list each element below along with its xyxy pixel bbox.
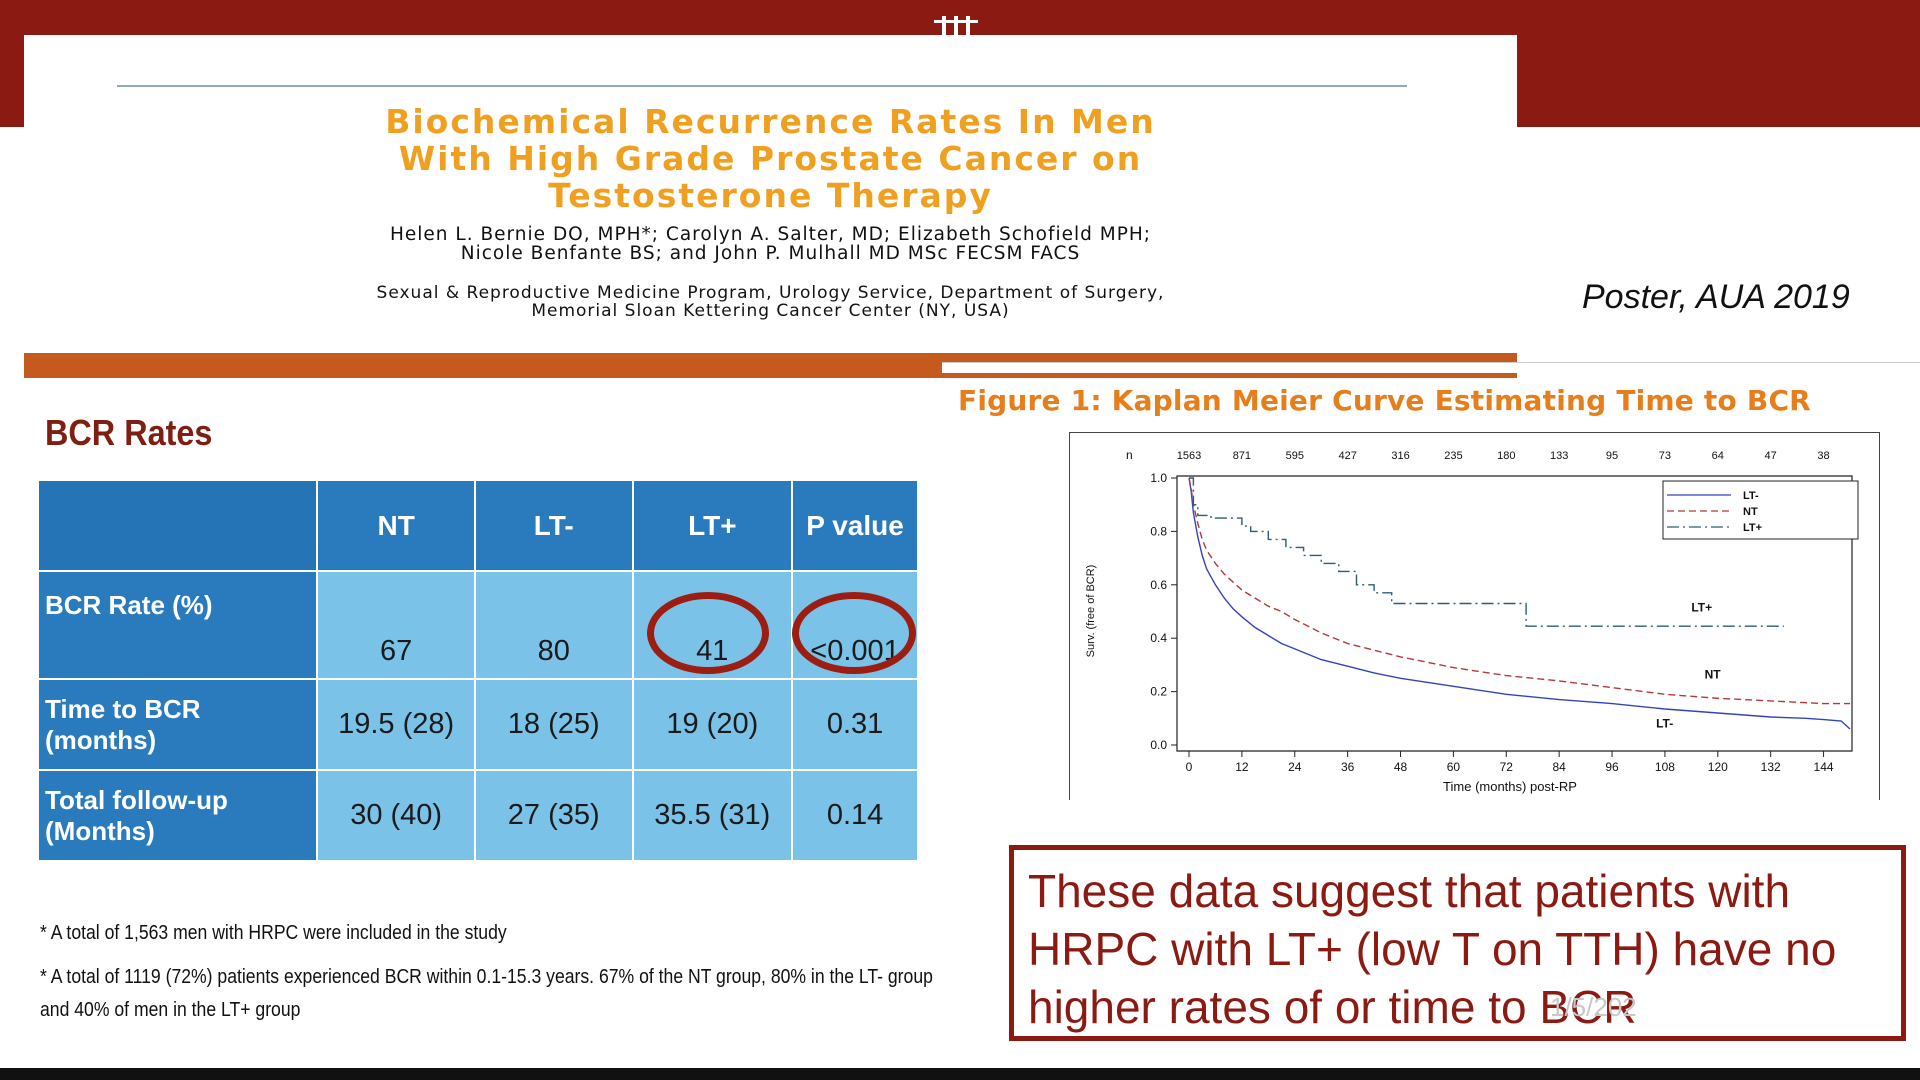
table-cell: 19.5 (28) (316, 678, 476, 771)
y-axis-label: Surv. (free of BCR) (1085, 565, 1097, 658)
x-tick-label: 72 (1500, 760, 1514, 774)
x-tick-label: 144 (1814, 760, 1834, 774)
n-at-risk-value: 180 (1497, 450, 1515, 462)
n-at-risk-value: 133 (1550, 450, 1568, 462)
highlight-circle-p-value (792, 592, 916, 674)
y-tick-label: 0.0 (1150, 738, 1167, 752)
poster-title-line: Testosterone Therapy (548, 176, 993, 215)
y-tick-label: 1.0 (1150, 471, 1167, 485)
legend-label: NT (1743, 506, 1758, 518)
table-cell: 30 (40) (316, 769, 476, 862)
x-tick-label: 120 (1708, 760, 1728, 774)
kaplan-meier-plot: n Surv. (free of BCR) Time (months) post… (1085, 448, 1859, 794)
series-annotation: LT- (1656, 717, 1673, 731)
poster-header: Biochemical Recurrence Rates In Men With… (24, 35, 1517, 353)
n-at-risk-value: 1563 (1177, 450, 1201, 462)
n-at-risk-value: 316 (1391, 450, 1409, 462)
n-at-risk-value: 73 (1659, 450, 1671, 462)
poster-affiliation: Sexual & Reproductive Medicine Program, … (24, 284, 1517, 320)
n-at-risk-value: 47 (1765, 450, 1777, 462)
table-row: Total follow-up (Months) 30 (40) 27 (35)… (36, 769, 919, 862)
x-tick-label: 84 (1552, 760, 1566, 774)
conclusion-line: HRPC with LT+ (low T on TTH) have no (1028, 923, 1837, 975)
n-at-risk-value: 427 (1338, 450, 1356, 462)
n-at-risk-value: 95 (1606, 450, 1618, 462)
poster-citation: Poster, AUA 2019 (1582, 278, 1850, 316)
row-label: Time to BCR (months) (36, 678, 319, 771)
x-axis-label: Time (months) post-RP (1443, 779, 1577, 794)
series-annotation: LT+ (1691, 601, 1712, 615)
column-header: P value (791, 479, 919, 572)
x-tick-label: 108 (1655, 760, 1675, 774)
x-tick-label: 12 (1235, 760, 1249, 774)
table-cell: 19 (20) (631, 678, 794, 771)
column-header: LT- (473, 479, 634, 572)
y-tick-label: 0.8 (1150, 524, 1167, 538)
conclusion-box: These data suggest that patients with HR… (1009, 845, 1906, 1041)
n-at-risk-value: 64 (1712, 450, 1724, 462)
slide-date: 1/5/202 (1550, 992, 1637, 1022)
table-cell: 35.5 (31) (631, 769, 794, 862)
column-header: LT+ (631, 479, 794, 572)
figure-strip (942, 362, 1920, 373)
table-cell: 18 (25) (473, 678, 634, 771)
table-row: Time to BCR (months) 19.5 (28) 18 (25) 1… (36, 678, 919, 771)
x-tick-label: 24 (1288, 760, 1302, 774)
table-header-row: NT LT- LT+ P value (36, 479, 919, 572)
y-tick-label: 0.2 (1150, 685, 1167, 699)
legend-label: LT- (1743, 490, 1759, 502)
n-at-risk-value: 595 (1286, 450, 1304, 462)
x-tick-label: 48 (1394, 760, 1408, 774)
conclusion-line: These data suggest that patients with (1028, 865, 1791, 917)
x-tick-label: 132 (1761, 760, 1781, 774)
poster-title: Biochemical Recurrence Rates In Men With… (24, 103, 1517, 214)
plot-frame (1176, 475, 1853, 752)
highlight-circle-lt-plus (647, 592, 769, 674)
table-cell: 80 (473, 570, 634, 680)
authors-line: Helen L. Bernie DO, MPH*; Carolyn A. Sal… (389, 224, 1152, 245)
authors-line: Nicole Benfante BS; and John P. Mulhall … (460, 243, 1081, 264)
series-annotation: NT (1705, 667, 1722, 681)
affiliation-line: Sexual & Reproductive Medicine Program, … (376, 283, 1165, 303)
n-at-risk-value: 871 (1233, 450, 1251, 462)
x-tick-label: 96 (1605, 760, 1619, 774)
y-tick-label: 0.4 (1150, 631, 1167, 645)
poster-authors: Helen L. Bernie DO, MPH*; Carolyn A. Sal… (24, 225, 1517, 263)
n-at-risk-value: 235 (1444, 450, 1462, 462)
table-cell: 0.14 (791, 769, 919, 862)
table-row: BCR Rate (%) 67 80 41 <0.001 (36, 570, 919, 680)
affiliation-line: Memorial Sloan Kettering Cancer Center (… (531, 301, 1010, 321)
footnote-2-continued: and 40% of men in the LT+ group (40, 999, 301, 1021)
header-rule (117, 85, 1407, 87)
table-cell: 27 (35) (473, 769, 634, 862)
x-tick-label: 36 (1341, 760, 1355, 774)
bcr-table-title: BCR Rates (45, 412, 213, 453)
row-label: Total follow-up (Months) (36, 769, 319, 862)
series-line-lt-minus (1188, 477, 1851, 730)
table-cell: 0.31 (791, 678, 919, 771)
footnote-1: * A total of 1,563 men with HRPC were in… (40, 922, 507, 944)
series-line-nt (1188, 477, 1850, 705)
n-at-risk-value: 38 (1817, 450, 1829, 462)
x-tick-label: 0 (1186, 760, 1193, 774)
poster-title-line: With High Grade Prostate Cancer on (398, 139, 1143, 178)
poster-title-line: Biochemical Recurrence Rates In Men (385, 102, 1156, 141)
y-tick-label: 0.6 (1150, 578, 1167, 592)
figure-title: Figure 1: Kaplan Meier Curve Estimating … (958, 384, 1811, 417)
x-tick-label: 60 (1447, 760, 1461, 774)
column-header: NT (316, 479, 476, 572)
table-cell: 67 (316, 570, 476, 680)
legend-label: LT+ (1743, 522, 1762, 534)
row-label: BCR Rate (%) (36, 570, 319, 680)
kaplan-meier-chart: n Surv. (free of BCR) Time (months) post… (1069, 432, 1880, 800)
n-at-risk-label: n (1126, 448, 1133, 462)
legend-box (1662, 480, 1859, 540)
footnote-2: * A total of 1119 (72%) patients experie… (40, 966, 933, 988)
series-line-lt-plus (1189, 477, 1784, 627)
university-logo-icon (934, 16, 978, 36)
slide-bottom-band (0, 1068, 1920, 1080)
bcr-rates-table: NT LT- LT+ P value BCR Rate (%) 67 80 41… (36, 479, 919, 862)
table-corner-cell (36, 479, 319, 572)
conclusion-line: higher rates of or time to BCR (1028, 981, 1637, 1033)
